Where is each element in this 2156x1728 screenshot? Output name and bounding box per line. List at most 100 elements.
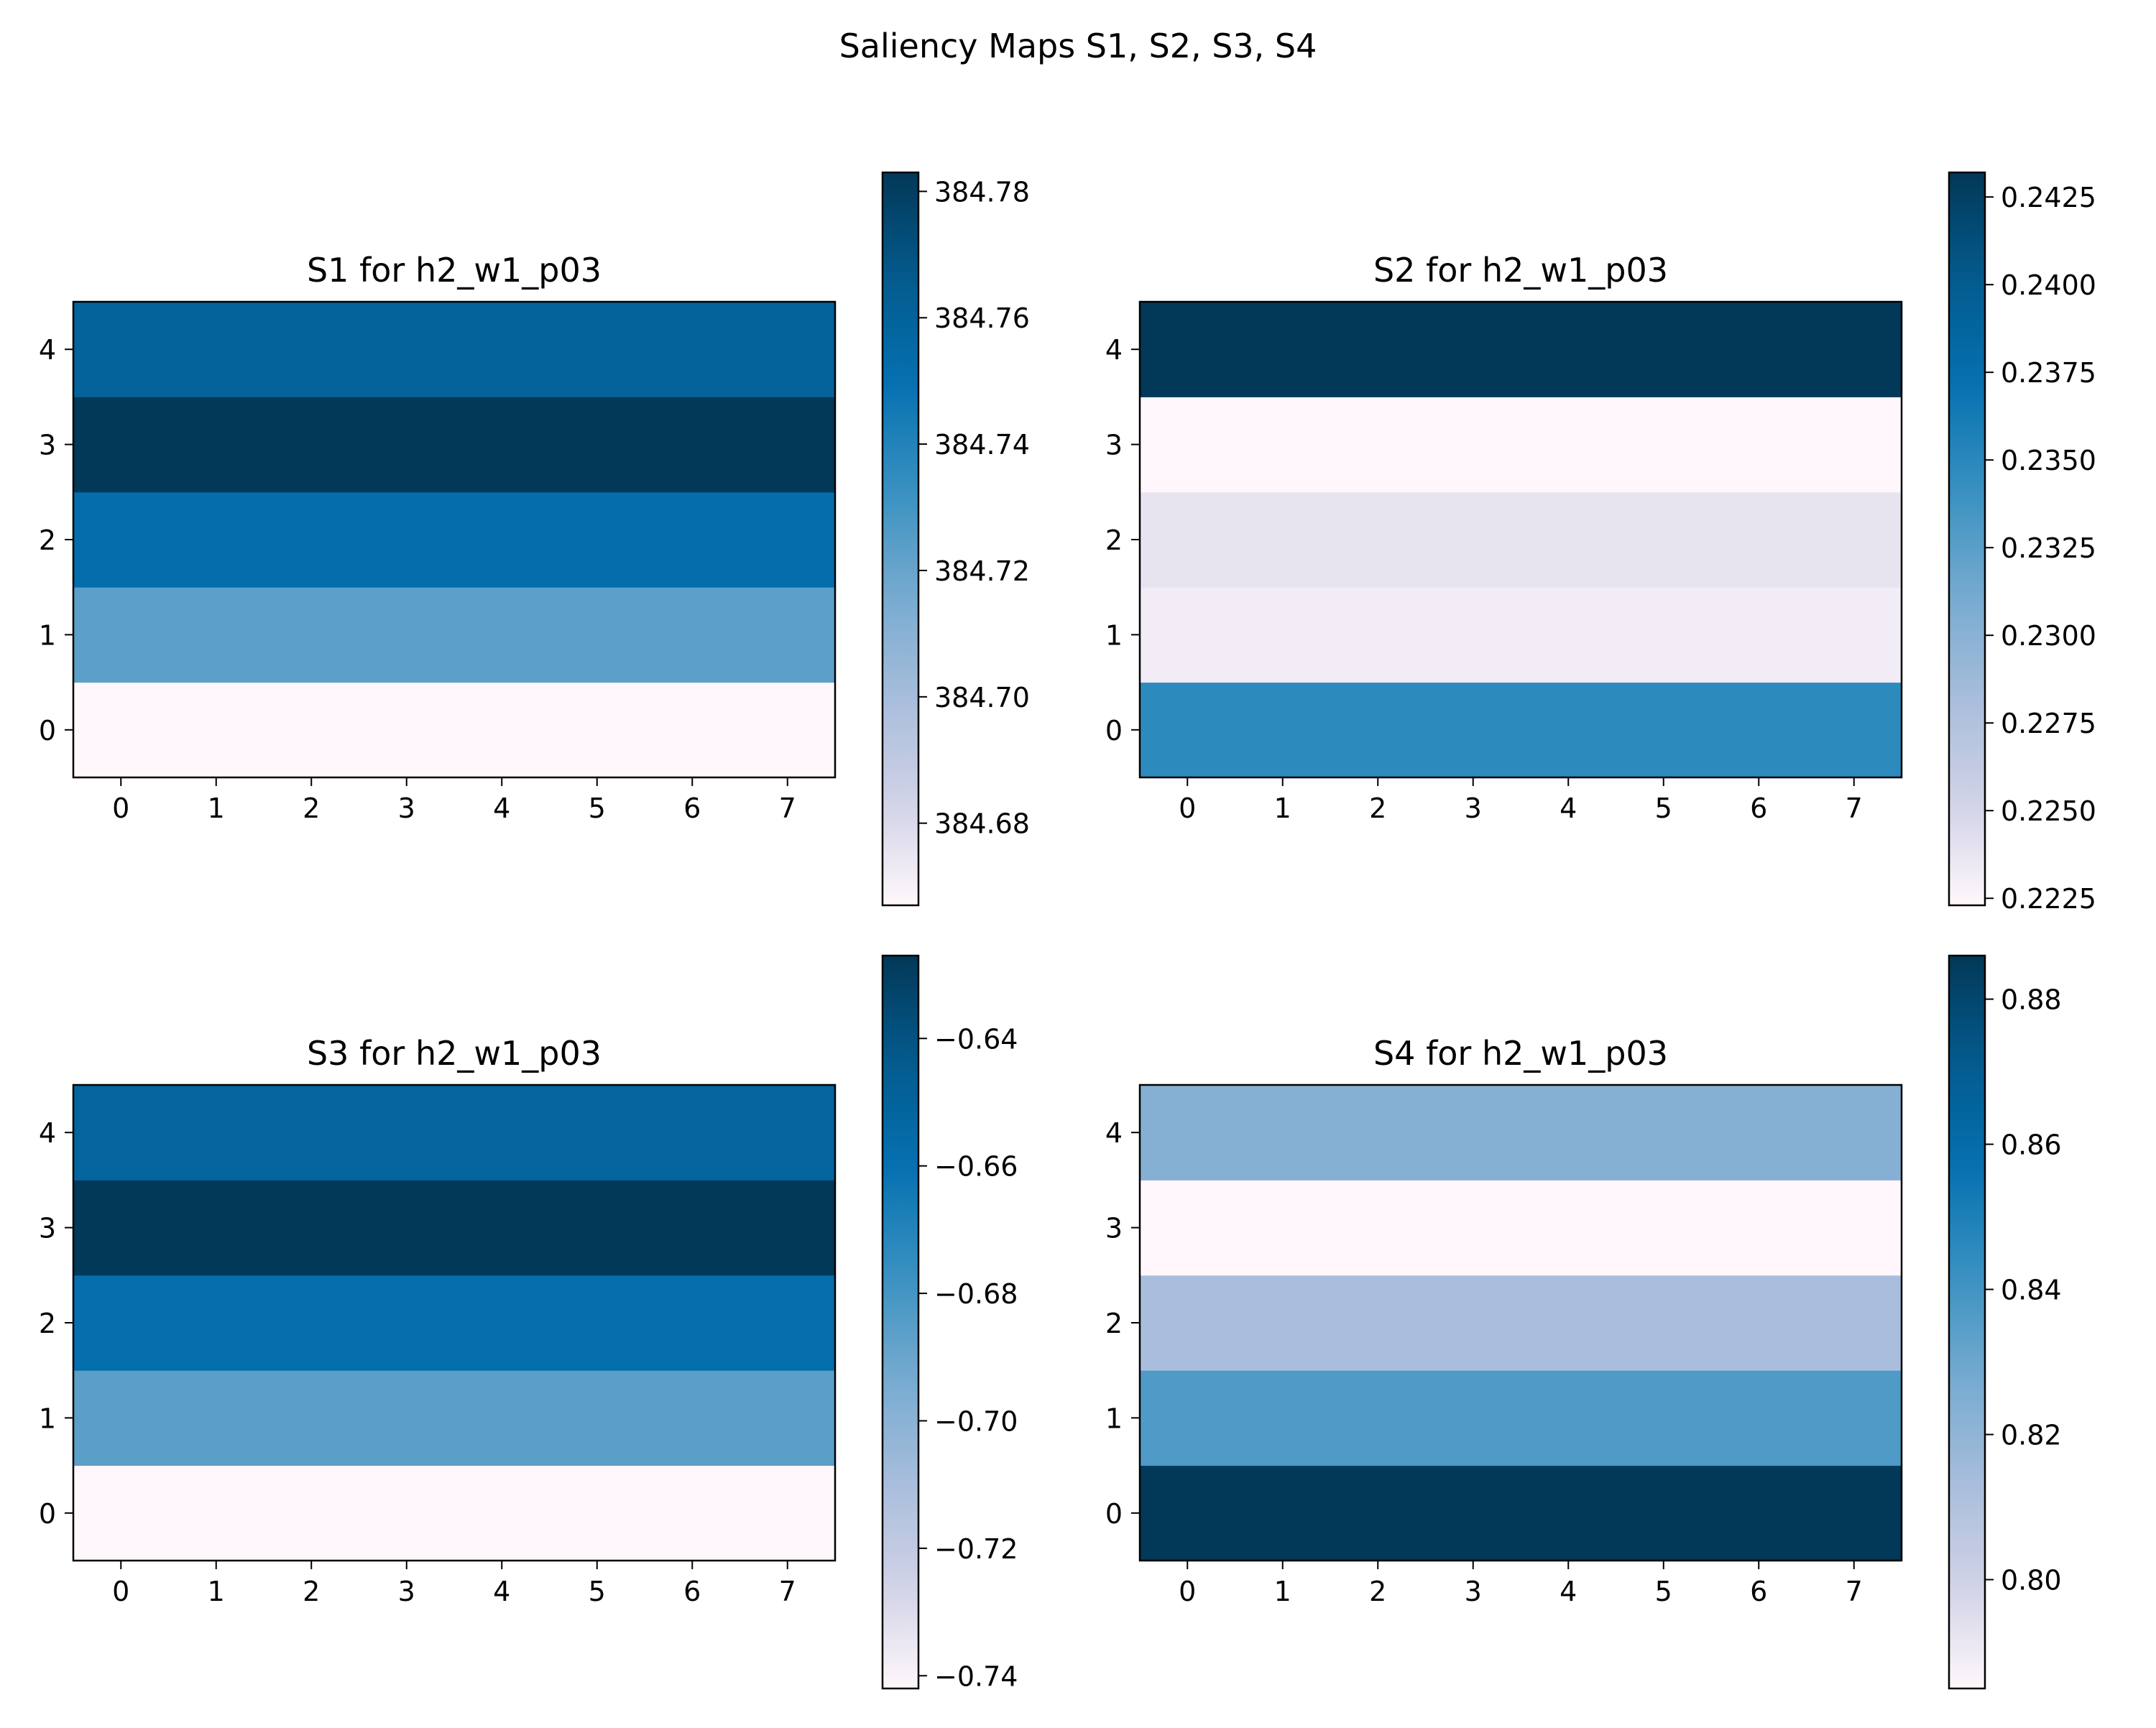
colorbar-tick-label: 0.2400	[2001, 269, 2096, 301]
x-tick-label: 6	[683, 793, 701, 824]
heatmap-row-0	[73, 682, 835, 778]
colorbar-tick-label: −0.70	[934, 1405, 1018, 1437]
colorbar-tick-label: −0.66	[934, 1151, 1018, 1183]
y-tick-label: 3	[1105, 430, 1123, 461]
y-tick-label: 1	[39, 619, 56, 651]
heatmap-row-0	[73, 1465, 835, 1561]
colorbar-tick-label: 0.80	[2001, 1565, 2062, 1597]
colorbar-tick-label: 0.2275	[2001, 708, 2096, 739]
panel-s4: S4 for h2_w1_p03 0 1 2 3 4 5 6 7 0 1 2 3 4 0.80 0.82 0.8…	[1105, 954, 2062, 1690]
x-tick-label: 2	[1369, 1576, 1386, 1607]
heatmap-row-3	[73, 1180, 835, 1276]
x-tick-label: 7	[779, 793, 796, 824]
x-tick-label: 3	[398, 793, 415, 824]
y-tick-label: 4	[1105, 334, 1123, 366]
x-tick-label: 1	[1274, 793, 1291, 824]
colorbar-tick-label: 0.2350	[2001, 445, 2096, 476]
y-tick-label: 4	[1105, 1117, 1123, 1149]
heatmap-row-2	[1140, 1275, 1902, 1371]
y-tick-label: 0	[39, 715, 56, 747]
colorbar-frame	[1948, 954, 1986, 1690]
x-tick-label: 1	[1274, 1576, 1291, 1607]
panel-title: S3 for h2_w1_p03	[307, 1034, 602, 1073]
y-tick-label: 1	[1105, 619, 1123, 651]
y-tick-label: 3	[1105, 1213, 1123, 1244]
panel-title: S2 for h2_w1_p03	[1373, 251, 1668, 290]
y-tick-label: 3	[39, 430, 56, 461]
y-tick-label: 2	[39, 1308, 56, 1339]
x-tick-label: 3	[1465, 1576, 1482, 1607]
heatmap-row-0	[1140, 682, 1902, 778]
colorbar-tick-label: −0.64	[934, 1023, 1018, 1055]
heatmap-row-4	[1140, 1085, 1902, 1181]
x-tick-label: 1	[208, 1576, 225, 1607]
x-tick-label: 4	[493, 793, 510, 824]
colorbar-frame	[881, 954, 920, 1690]
heatmap-row-2	[73, 1275, 835, 1371]
heatmap-row-4	[73, 302, 835, 397]
x-tick-label: 2	[1369, 793, 1386, 824]
panels: S1 for h2_w1_p03 0 1 2 3 4 5 6 7 0 1 2 3 4 384.68 384.7…	[39, 171, 2096, 1692]
y-tick-label: 2	[1105, 525, 1123, 556]
y-tick-label: 4	[39, 1117, 56, 1149]
heatmap-row-4	[1140, 302, 1902, 397]
x-tick-label: 7	[1846, 793, 1863, 824]
panel-title: S1 for h2_w1_p03	[307, 251, 602, 290]
colorbar-tick-label: −0.72	[934, 1533, 1018, 1565]
colorbar-tick-label: 384.78	[934, 176, 1030, 208]
heatmap-row-2	[73, 491, 835, 588]
colorbar-tick-label: 384.68	[934, 808, 1030, 840]
panel-title: S4 for h2_w1_p03	[1373, 1034, 1668, 1073]
x-tick-label: 1	[208, 793, 225, 824]
heatmap-row-2	[1140, 491, 1902, 588]
colorbar-tick-label: −0.74	[934, 1660, 1018, 1692]
x-tick-label: 0	[1179, 793, 1196, 824]
y-tick-label: 0	[1105, 715, 1123, 747]
panel-s3: S3 for h2_w1_p03 0 1 2 3 4 5 6 7 0 1 2 3 4 −0.74 −0.72 −…	[39, 954, 1018, 1692]
x-tick-label: 6	[1750, 793, 1767, 824]
y-tick-label: 2	[39, 525, 56, 556]
y-tick-label: 1	[39, 1403, 56, 1434]
x-tick-label: 5	[1655, 793, 1672, 824]
x-tick-label: 4	[493, 1576, 510, 1607]
colorbar-tick-label: 0.82	[2001, 1420, 2062, 1451]
x-tick-label: 3	[1465, 793, 1482, 824]
colorbar-tick-label: 0.88	[2001, 984, 2062, 1016]
colorbar	[1949, 956, 1985, 1688]
x-tick-label: 5	[589, 1576, 606, 1607]
colorbar	[1949, 172, 1985, 905]
x-tick-label: 2	[303, 793, 320, 824]
colorbar-frame	[1948, 171, 1986, 907]
x-tick-label: 4	[1560, 1576, 1577, 1607]
x-tick-label: 6	[1750, 1576, 1767, 1607]
colorbar-tick-label: 384.74	[934, 429, 1030, 461]
y-tick-label: 0	[1105, 1498, 1123, 1530]
colorbar	[883, 956, 918, 1688]
heatmap-row-0	[1140, 1465, 1902, 1561]
colorbar-tick-label: 0.2250	[2001, 795, 2096, 827]
x-tick-label: 0	[112, 793, 129, 824]
panel-s2: S2 for h2_w1_p03 0 1 2 3 4 5 6 7 0 1 2 3 4 0.2225 0.225…	[1105, 171, 2096, 915]
heatmap-row-3	[73, 397, 835, 493]
y-tick-label: 2	[1105, 1308, 1123, 1339]
heatmap-row-4	[73, 1085, 835, 1181]
colorbar-tick-label: 0.2325	[2001, 532, 2096, 564]
colorbar-tick-label: 0.2225	[2001, 883, 2096, 915]
colorbar-tick-label: −0.68	[934, 1278, 1018, 1310]
colorbar-tick-label: 0.2300	[2001, 620, 2096, 652]
x-tick-label: 6	[683, 1576, 701, 1607]
heatmap-row-3	[1140, 397, 1902, 493]
figure-title: Saliency Maps S1, S2, S3, S4	[839, 27, 1317, 65]
x-tick-label: 5	[1655, 1576, 1672, 1607]
colorbar-tick-label: 0.2425	[2001, 182, 2096, 213]
colorbar-tick-label: 384.72	[934, 555, 1030, 587]
colorbar-tick-label: 384.76	[934, 302, 1030, 334]
y-tick-label: 3	[39, 1213, 56, 1244]
heatmap-row-1	[1140, 587, 1902, 683]
x-tick-label: 0	[1179, 1576, 1196, 1607]
heatmap-row-1	[1140, 1370, 1902, 1466]
colorbar-frame	[881, 171, 920, 907]
colorbar-tick-label: 0.2375	[2001, 357, 2096, 389]
